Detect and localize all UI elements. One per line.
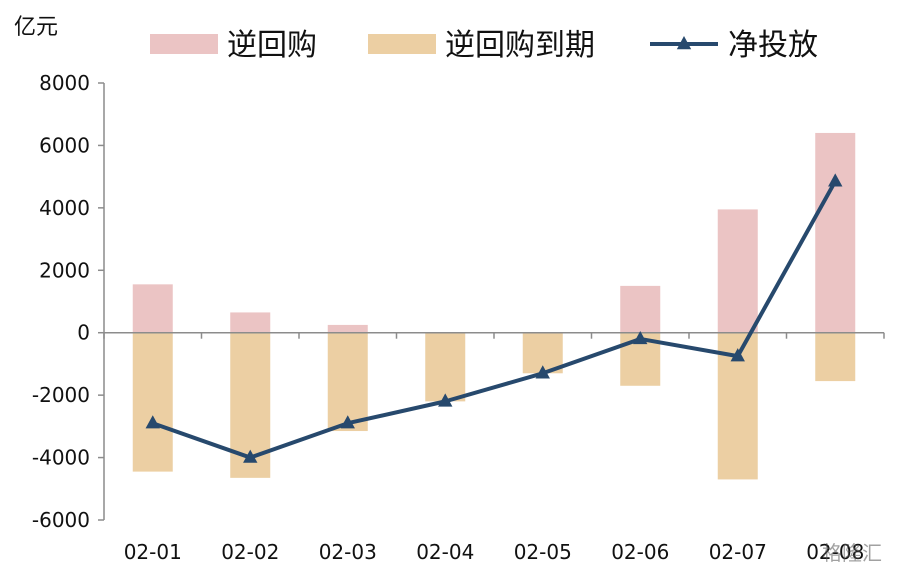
x-tick-label: 02-04 [416, 540, 474, 564]
y-tick-label: 2000 [39, 258, 90, 282]
chart-legend: 逆回购 逆回购到期 净投放 [150, 28, 818, 63]
x-tick-label: 02-08 [806, 540, 864, 564]
point-净投放-02-05 [535, 365, 550, 379]
x-tick-label: 02-03 [319, 540, 377, 564]
point-净投放-02-04 [438, 393, 453, 407]
x-tick-label: 02-06 [611, 540, 669, 564]
line-净投放 [152, 180, 837, 460]
point-净投放-02-06 [633, 330, 648, 345]
watermark-text: 格隆汇 [822, 541, 882, 565]
bar-逆回购到期-02-01 [132, 332, 173, 472]
legend-swatch-逆回购到期 [368, 34, 436, 54]
bar-逆回购-02-02 [230, 312, 271, 333]
x-tick-label: 02-05 [514, 540, 572, 564]
point-净投放-02-03 [340, 415, 355, 429]
legend-marker-净投放 [676, 36, 692, 50]
legend-label-净投放: 净投放 [728, 28, 818, 63]
bars-layer [132, 132, 856, 480]
axes-layer: 8000 6000 4000 2000 0 -2000 -4000 -6000 02-01 02-… [32, 71, 885, 564]
y-axis-unit-label: 亿元 [14, 15, 58, 40]
y-tick-label: -2000 [32, 383, 90, 407]
point-净投放-02-02 [243, 449, 258, 463]
point-净投放-02-07 [730, 348, 745, 362]
bar-逆回购-02-06 [620, 285, 661, 333]
legend-swatch-逆回购 [150, 34, 218, 54]
bar-逆回购到期-02-03 [327, 332, 368, 432]
point-净投放-02-08 [828, 173, 843, 187]
legend-label-逆回购到期: 逆回购到期 [445, 28, 595, 63]
bar-逆回购到期-02-04 [425, 332, 466, 402]
bar-逆回购-02-08 [815, 132, 856, 333]
y-tick-label: 6000 [39, 133, 90, 157]
bar-逆回购-02-07 [717, 209, 758, 333]
y-tick-label: -4000 [32, 446, 90, 470]
x-tick-label: 02-02 [221, 540, 279, 564]
bar-逆回购-02-03 [327, 324, 368, 333]
x-tick-label: 02-07 [709, 540, 767, 564]
bar-逆回购-02-01 [132, 284, 173, 333]
legend-label-逆回购: 逆回购 [227, 28, 317, 63]
x-tick-label: 02-01 [124, 540, 182, 564]
bar-逆回购到期-02-08 [815, 332, 856, 382]
y-tick-label: -6000 [32, 508, 90, 532]
y-tick-label: 8000 [39, 71, 90, 95]
y-tick-label: 0 [77, 321, 90, 345]
y-tick-label: 4000 [39, 196, 90, 220]
line-layer [145, 173, 843, 463]
point-净投放-02-01 [145, 415, 160, 429]
